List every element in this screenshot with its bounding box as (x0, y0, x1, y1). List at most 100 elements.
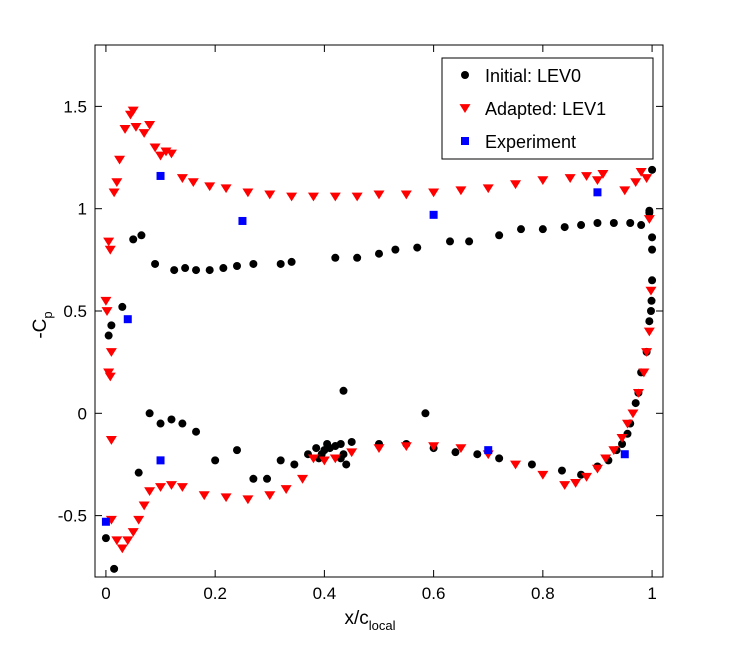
data-point (133, 515, 145, 525)
data-point (391, 245, 400, 254)
data-point (276, 456, 285, 465)
series-0 (101, 165, 657, 573)
data-point (192, 266, 201, 275)
x-tick-label: 0.4 (313, 584, 337, 603)
legend: Initial: LEV0 Adapted: LEV1 Experiment (441, 57, 654, 160)
data-point (413, 243, 422, 252)
data-point (559, 481, 571, 490)
data-point (635, 168, 647, 177)
data-point (122, 536, 134, 546)
data-point (428, 188, 440, 198)
data-point (347, 437, 356, 446)
data-point (138, 129, 150, 138)
data-point (637, 221, 646, 230)
data-point (219, 264, 228, 273)
data-point (451, 448, 460, 457)
data-point (495, 231, 504, 240)
x-tick-label: 1 (647, 584, 656, 603)
data-point (342, 460, 351, 469)
data-point (627, 409, 639, 419)
data-point (263, 474, 272, 483)
data-point (118, 302, 127, 311)
data-point (645, 317, 654, 326)
data-point (249, 474, 258, 483)
data-point (429, 210, 438, 219)
data-point (297, 474, 309, 484)
data-point (564, 174, 576, 183)
data-point (537, 176, 549, 185)
data-point (110, 564, 119, 573)
y-tick-label: 1 (78, 200, 87, 219)
data-point (619, 186, 631, 196)
data-point (626, 219, 635, 228)
data-point (593, 219, 602, 228)
series-1 (100, 106, 657, 554)
data-point (473, 450, 482, 459)
data-point (400, 442, 412, 451)
data-point (100, 296, 112, 306)
data-point (107, 321, 116, 330)
data-point (537, 470, 549, 480)
data-point (105, 436, 117, 445)
data-point (643, 215, 655, 224)
data-point (648, 165, 657, 174)
series-2 (101, 171, 629, 526)
data-point (286, 192, 298, 202)
data-point (353, 253, 362, 262)
legend-label: Adapted: LEV1 (485, 99, 606, 119)
data-point (622, 419, 633, 429)
data-point (101, 517, 110, 526)
data-point (648, 245, 657, 254)
legend-marker (459, 104, 471, 113)
data-point (176, 483, 188, 492)
data-point (645, 206, 654, 215)
legend-label: Initial: LEV0 (485, 66, 581, 86)
data-point (108, 188, 120, 198)
data-point (101, 307, 113, 316)
data-point (155, 483, 167, 492)
data-point (156, 456, 165, 465)
data-point (127, 528, 139, 537)
data-point (116, 544, 128, 554)
data-point (156, 419, 165, 428)
data-point (204, 182, 216, 192)
data-point (238, 216, 247, 225)
data-point (104, 331, 113, 340)
data-point (631, 399, 640, 408)
data-point (181, 264, 190, 273)
data-point (648, 276, 657, 285)
data-point (138, 501, 150, 511)
data-point (455, 186, 467, 196)
data-point (538, 225, 547, 234)
data-point (581, 472, 593, 482)
data-point (645, 286, 657, 296)
data-point (290, 460, 299, 469)
x-tick-label: 0.8 (531, 584, 555, 603)
data-point (249, 259, 258, 268)
x-axis-label: x/clocal (344, 608, 395, 633)
data-point (339, 386, 348, 395)
data-point (187, 178, 199, 188)
data-point (495, 454, 504, 463)
x-tick-label: 0 (101, 584, 110, 603)
data-point (111, 536, 123, 546)
data-point (198, 491, 210, 501)
data-point (600, 454, 612, 464)
data-point (167, 415, 176, 424)
data-point (144, 487, 156, 497)
data-point (647, 296, 656, 305)
data-point (192, 427, 201, 436)
data-point (632, 388, 644, 398)
data-point (220, 184, 232, 194)
data-point (597, 170, 609, 179)
data-point (428, 442, 440, 451)
data-point (557, 466, 566, 475)
x-tick-label: 0.6 (422, 584, 446, 603)
data-point (400, 190, 412, 200)
data-point (149, 143, 161, 153)
data-point (155, 151, 167, 161)
data-point (123, 315, 132, 324)
data-point (137, 231, 146, 240)
data-point (351, 192, 363, 202)
